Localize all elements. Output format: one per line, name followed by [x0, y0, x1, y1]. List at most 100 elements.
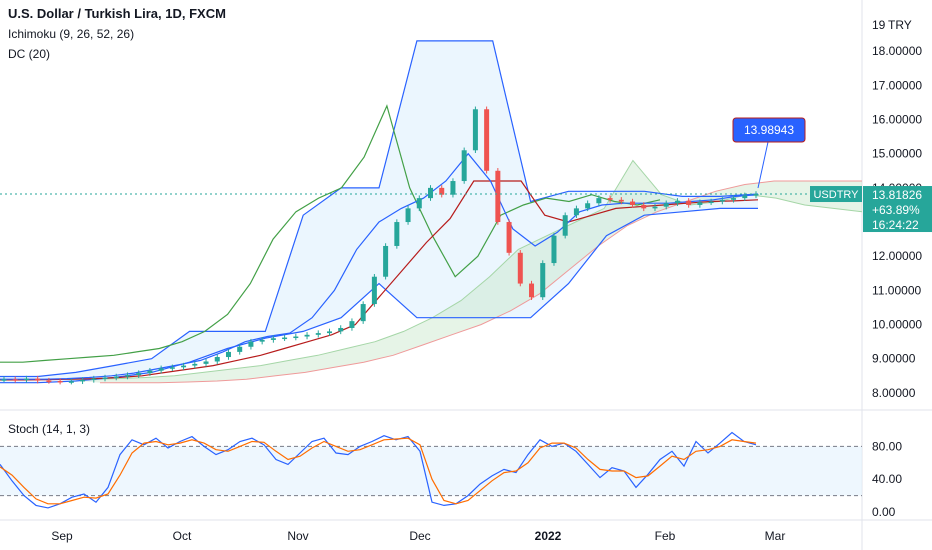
candle-body: [248, 341, 254, 347]
ichimoku-legend[interactable]: Ichimoku (9, 26, 52, 26): [8, 27, 135, 41]
y-tick-label: 15.00000: [872, 147, 922, 161]
candle-body: [80, 379, 86, 382]
candle-body: [472, 109, 478, 151]
candle-body: [282, 337, 288, 340]
candle-body: [461, 150, 467, 182]
candle-body: [57, 380, 63, 383]
chikou-line: [0, 104, 661, 363]
x-tick-label: Mar: [765, 529, 786, 543]
candle-body: [674, 200, 680, 204]
candle-body: [630, 201, 636, 205]
x-tick-label: Dec: [409, 529, 430, 543]
candle-body: [315, 333, 321, 335]
candle-body: [450, 181, 456, 195]
candle-body: [573, 208, 579, 216]
candle-body: [416, 198, 422, 209]
candle-body: [23, 378, 29, 381]
candle-body: [641, 204, 647, 209]
candle-body: [596, 198, 602, 204]
candle-body: [506, 222, 512, 253]
candle-body: [360, 304, 366, 322]
candle-body: [181, 365, 187, 368]
candle-body: [742, 195, 748, 199]
y-tick-label: 16.00000: [872, 113, 922, 127]
candle-body: [1, 379, 7, 381]
x-tick-label: Feb: [655, 529, 676, 543]
candle-body: [270, 338, 276, 340]
candle-body: [394, 222, 400, 246]
candle-body: [663, 203, 669, 207]
candle-body: [349, 321, 355, 328]
candle-body: [113, 376, 119, 379]
candle-body: [551, 235, 557, 264]
x-tick-label: Nov: [287, 529, 308, 543]
change-label: +63.89%: [872, 203, 920, 217]
candle-body: [731, 198, 737, 200]
y-tick-label: 9.00000: [872, 352, 916, 366]
candle-body: [529, 283, 535, 298]
stoch-d-line: [0, 437, 757, 505]
candle-body: [147, 370, 153, 374]
last-price-label: 13.81826: [872, 188, 922, 202]
candle-body: [259, 339, 265, 342]
stoch-band-fill: [0, 446, 862, 496]
candle-body: [102, 377, 108, 380]
countdown-label: 16:24:22: [872, 218, 919, 232]
stoch-k-line: [0, 431, 757, 509]
donchian-fill: [0, 40, 758, 383]
candle-body: [338, 327, 344, 332]
y-tick-label: 10.00000: [872, 318, 922, 332]
y-tick-label: 12.00000: [872, 249, 922, 263]
candle-body: [585, 203, 591, 209]
candle-body: [562, 215, 568, 236]
stoch-legend[interactable]: Stoch (14, 1, 3): [8, 422, 91, 436]
candle-body: [158, 368, 164, 371]
candle-body: [136, 373, 142, 376]
y-tick-label: 17.00000: [872, 78, 922, 92]
y-tick-label: 19: [872, 18, 886, 32]
candle-body: [169, 367, 175, 369]
candle-body: [68, 381, 74, 383]
senkou-b-line: [100, 180, 862, 384]
kijun-line: [0, 180, 759, 381]
candle-body: [237, 346, 243, 352]
stoch-y-tick-label: 80.00: [872, 439, 902, 453]
candle-body: [304, 334, 310, 337]
candle-body: [225, 351, 231, 358]
candle-body: [517, 252, 523, 284]
candle-body: [719, 199, 725, 202]
candle-body: [652, 206, 658, 209]
candle-body: [326, 331, 332, 334]
candle-body: [607, 198, 613, 200]
stoch-y-tick-label: 40.00: [872, 472, 902, 486]
candle-body: [405, 208, 411, 223]
symbol-badge: [810, 186, 862, 203]
candle-body: [753, 194, 759, 196]
candle-body: [46, 380, 52, 383]
candle-body: [708, 201, 714, 204]
donchian-legend[interactable]: DC (20): [8, 47, 51, 61]
price-badge: [863, 186, 932, 233]
chart-title: U.S. Dollar / Turkish Lira, 1D, FXCM: [8, 6, 226, 21]
candle-body: [203, 361, 209, 364]
currency-label: TRY: [888, 18, 912, 32]
candle-body: [371, 276, 377, 305]
candle-body: [428, 187, 434, 199]
candle-body: [214, 357, 220, 362]
candle-body: [540, 263, 546, 298]
callout-leader: [757, 141, 769, 189]
candle-body: [484, 109, 490, 171]
symbol-label: USDTRY: [813, 189, 859, 201]
candle-body: [618, 199, 624, 202]
candle-body: [686, 200, 692, 205]
candle-body: [383, 245, 389, 277]
candle-body: [124, 375, 130, 377]
candle-body: [439, 187, 445, 195]
candle-body: [12, 379, 18, 381]
x-tick-label: Oct: [173, 529, 192, 543]
callout-box: [732, 117, 806, 143]
candle-body: [192, 363, 198, 366]
senkou-a-line: [60, 159, 863, 380]
